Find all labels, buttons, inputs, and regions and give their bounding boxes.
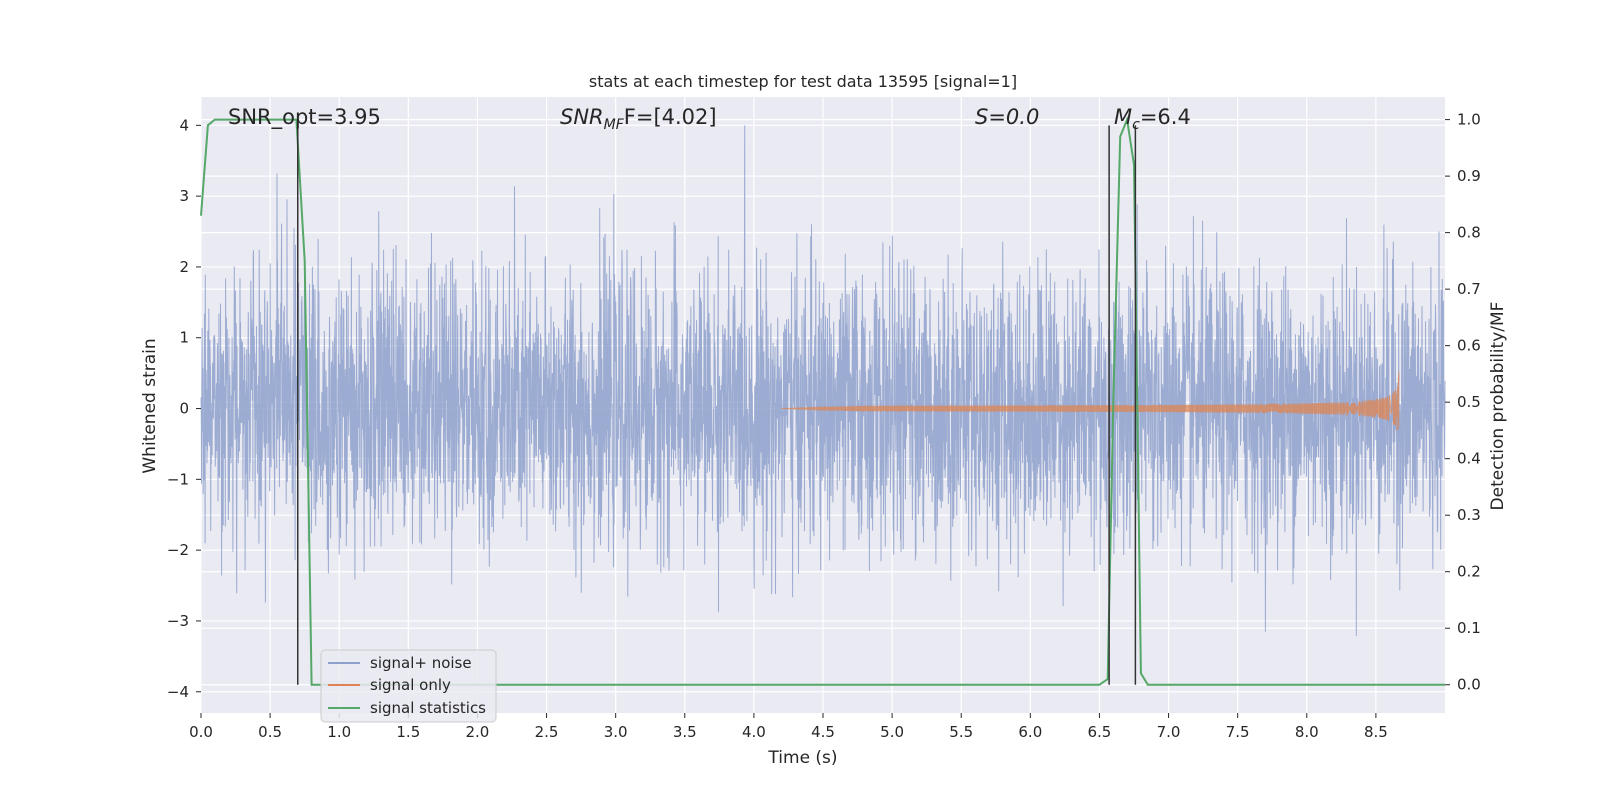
annotation-mc-main: M (1114, 105, 1132, 129)
x-tick-label: 2.5 (535, 723, 559, 741)
annotation-snr-mf-main: SNR (560, 105, 604, 129)
annotation-snr-mf-sub: MF (604, 117, 625, 133)
legend: signal+ noise signal only signal statist… (320, 649, 497, 723)
y-axis-label-left: Whitened strain (140, 338, 160, 473)
x-tick-label: 3.5 (673, 723, 697, 741)
annotation-snr-opt: SNR_opt=3.95 (228, 105, 381, 130)
annotation-s: S=0.0 (975, 105, 1039, 129)
annotation-mc-rest: =6.4 (1140, 105, 1191, 129)
x-tick-label: 3.0 (604, 723, 628, 741)
x-tick-label: 5.0 (880, 723, 904, 741)
y-left-axis-ticks: 4 3 2 1 0 −1 −2 −3 −4 (167, 116, 201, 701)
series-signal-noise (200, 125, 1446, 637)
legend-label-statistics: signal statistics (370, 699, 486, 717)
y-left-tick-label: −3 (167, 612, 189, 630)
legend-box (320, 649, 497, 723)
legend-label-signal: signal only (370, 676, 451, 694)
y-left-tick-label: 4 (179, 116, 189, 134)
y-left-tick-label: 3 (179, 187, 189, 205)
series-signal-only (781, 371, 1400, 431)
y-right-tick-label: 0.3 (1457, 506, 1481, 524)
x-axis-ticks: 0.0 0.5 1.0 1.5 2.0 2.5 3.0 3.5 4.0 4.5 5.0 5.5 6.0 6… (189, 713, 1388, 741)
x-tick-label: 0.5 (258, 723, 282, 741)
y-left-tick-label: −2 (167, 541, 189, 559)
annotation-mc-sub: c (1132, 117, 1140, 133)
x-tick-label: 2.0 (466, 723, 490, 741)
x-tick-label: 1.5 (396, 723, 420, 741)
chart-title: stats at each timestep for test data 135… (589, 72, 1017, 91)
x-tick-label: 6.0 (1018, 723, 1042, 741)
y-left-tick-label: 0 (179, 400, 189, 418)
y-right-tick-label: 0.0 (1457, 676, 1481, 694)
y-left-tick-label: −4 (167, 683, 189, 701)
x-tick-label: 8.0 (1295, 723, 1319, 741)
y-right-tick-label: 0.4 (1457, 450, 1481, 468)
y-right-tick-label: 0.2 (1457, 563, 1481, 581)
y-right-tick-label: 0.1 (1457, 619, 1481, 637)
x-tick-label: 4.5 (811, 723, 835, 741)
y-left-tick-label: −1 (167, 470, 189, 488)
y-right-tick-label: 0.6 (1457, 337, 1481, 355)
y-right-axis-ticks: 1.0 0.9 0.8 0.7 0.6 0.5 0.4 0.3 0.2 0.1 0.0 (1445, 111, 1481, 694)
y-right-tick-label: 0.7 (1457, 280, 1481, 298)
vertical-markers (297, 125, 1137, 685)
x-tick-label: 4.0 (742, 723, 766, 741)
y-right-tick-label: 0.5 (1457, 393, 1481, 411)
x-tick-label: 7.5 (1226, 723, 1250, 741)
x-tick-label: 6.5 (1088, 723, 1112, 741)
annotation-snr-mf: SNRMFF=[4.02] (560, 105, 717, 133)
y-right-tick-label: 0.8 (1457, 224, 1481, 242)
series-layer (200, 115, 1446, 686)
x-tick-label: 1.0 (327, 723, 351, 741)
annotation-mc: Mc=6.4 (1114, 105, 1191, 133)
x-tick-label: 5.5 (949, 723, 973, 741)
x-axis-label: Time (s) (767, 748, 837, 768)
y-right-tick-label: 1.0 (1457, 111, 1481, 129)
y-right-tick-label: 0.9 (1457, 167, 1481, 185)
series-signal-statistics (200, 115, 1445, 686)
y-axis-label-right: Detection probability/MF (1488, 302, 1508, 511)
x-tick-label: 7.0 (1157, 723, 1181, 741)
y-left-tick-label: 2 (179, 258, 189, 276)
x-tick-label: 0.0 (189, 723, 213, 741)
legend-label-noise: signal+ noise (370, 654, 472, 672)
x-tick-label: 8.5 (1364, 723, 1388, 741)
annotation-snr-mf-rest: F=[4.02] (624, 105, 717, 129)
y-left-tick-label: 1 (179, 329, 189, 347)
